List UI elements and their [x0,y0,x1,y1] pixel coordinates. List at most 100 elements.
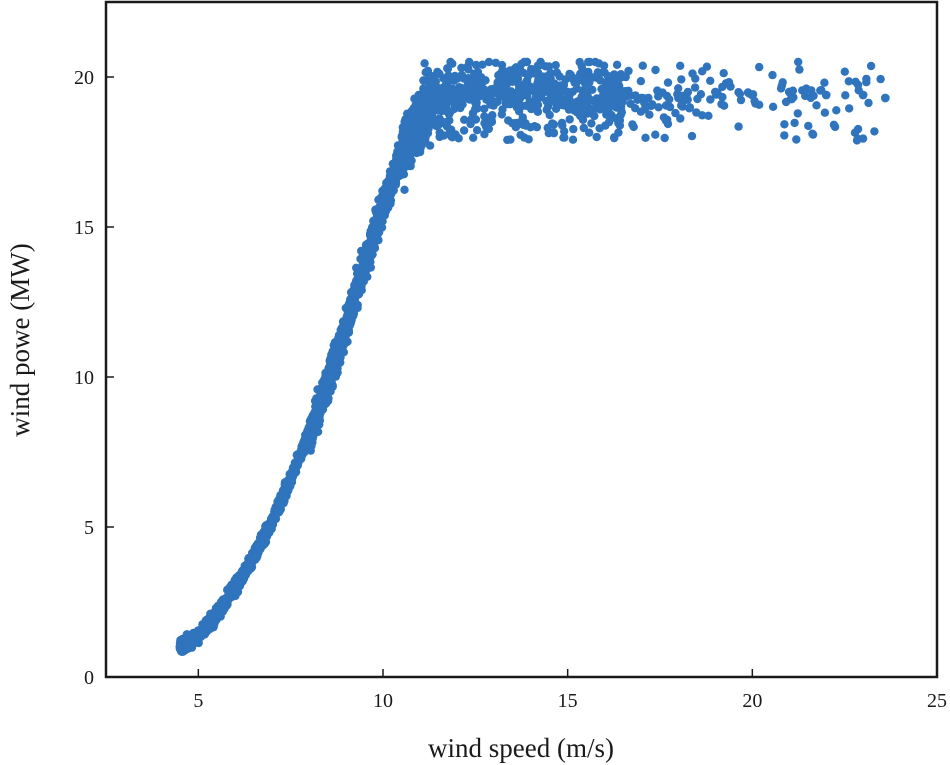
scatter-point [808,129,817,138]
scatter-point [549,120,559,129]
scatter-point [603,71,613,81]
scatter-point [736,95,746,105]
x-tick-label: 20 [742,690,762,712]
scatter-point [531,93,540,102]
scatter-point [425,115,434,124]
scatter-point [489,84,499,94]
scatter-point [442,95,451,105]
scatter-point [563,87,573,97]
scatter-point [350,280,359,290]
scatter-point [238,567,247,576]
scatter-point [706,76,715,86]
scatter-point [804,121,813,131]
scatter-point [674,84,683,93]
scatter-point [845,104,854,113]
scatter-point [408,106,417,115]
scatter-point [432,121,441,131]
scatter-point [636,107,646,116]
scatter-point [812,101,821,110]
scatter-point [421,133,430,142]
scatter-point [415,111,425,121]
scatter-point [651,130,660,139]
scatter-point [478,60,487,69]
scatter-point [533,61,542,70]
scatter-point [326,359,335,368]
x-tick-label: 25 [927,690,947,712]
axis-ticks: 5 10 15 20 25 0 5 10 15 20 [74,67,947,712]
scatter-point [568,135,578,144]
scatter-point [579,99,588,108]
scatter-point [794,57,803,67]
scatter-point [432,104,441,113]
scatter-point [376,221,385,230]
scatter-point [460,115,469,125]
scatter-point [816,86,825,95]
scatter-point [397,150,406,160]
scatter-point [500,70,510,79]
scatter-point [665,95,674,104]
scatter-point [542,72,552,81]
scatter-point [524,135,533,144]
scatter-point [506,100,515,109]
scatter-point [444,71,453,80]
scatter-point [617,99,626,108]
scatter-point [289,463,299,473]
scatter-point [212,609,222,619]
scatter-point [628,120,637,129]
scatter-point [840,67,849,76]
scatter-point [364,239,373,248]
scatter-point [230,582,240,592]
scatter-point [508,119,517,128]
scatter-point [330,351,339,360]
scatter-point [735,89,745,99]
scatter-point [719,101,729,110]
scatter-point [801,91,810,101]
scatter-point [583,91,592,101]
scatter-point [435,69,444,79]
scatter-point [588,109,598,119]
scatter-point [600,90,609,100]
scatter-point [314,417,324,426]
scatter-point [351,299,360,308]
scatter-point [469,94,479,104]
scatter-point [844,77,853,86]
scatter-point [615,72,625,81]
scatter-point [821,90,831,100]
y-tick-label: 20 [74,67,94,89]
scatter-point [441,118,450,127]
scatter-point [780,120,789,129]
scatter-point [424,70,433,79]
scatter-point [559,133,568,142]
scatter-point [279,493,288,502]
scatter-point [581,80,590,89]
scatter-point [792,135,801,144]
scatter-point [755,62,764,72]
scatter-point [323,378,332,388]
scatter-point [307,441,316,451]
scatter-point [588,73,597,82]
scatter-point [477,83,486,92]
scatter-point [384,181,394,190]
scatter-point [660,133,669,143]
scatter-point [494,90,503,100]
scatter-point [593,68,602,77]
scatter-point [698,111,707,120]
scatter-point [644,93,653,103]
scatter-point [312,408,322,417]
scatter-point [807,86,816,95]
scatter-point [876,74,885,84]
scatter-point [545,110,554,120]
scatter-point [453,74,462,83]
scatter-point [585,57,594,67]
scatter-point [534,75,543,85]
scatter-point [612,79,621,88]
y-tick-label: 15 [74,217,94,239]
scatter-point [880,93,890,103]
scatter-point [521,78,530,88]
scatter-point [497,60,507,70]
scatter-point [406,149,416,158]
scatter-point [638,61,647,70]
scatter-point [604,117,614,127]
scatter-point [690,83,700,92]
scatter-point [565,115,574,124]
